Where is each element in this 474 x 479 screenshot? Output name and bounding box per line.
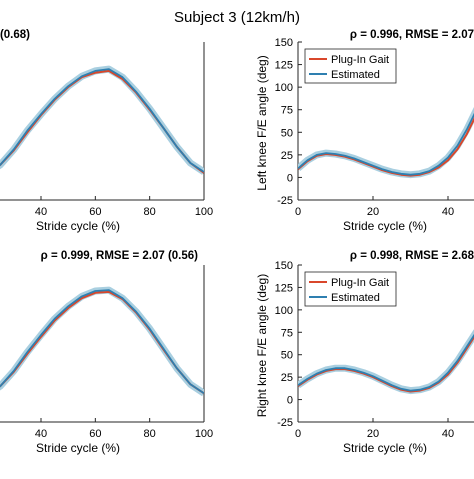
x-axis-label: Stride cycle (%) — [36, 219, 120, 233]
x-tick-label: 40 — [442, 428, 454, 440]
y-tick-label: 100 — [275, 82, 293, 94]
estimated-band — [0, 65, 204, 175]
y-tick-label: 0 — [287, 172, 293, 184]
y-tick-label: 150 — [275, 260, 293, 272]
y-tick-label: 150 — [275, 37, 293, 49]
estimated-band — [298, 106, 474, 179]
y-tick-label: -25 — [277, 195, 293, 207]
x-tick-label: 20 — [367, 428, 379, 440]
stats-label: ρ = 0.998, RMSE = 2.68 (0.68) — [0, 29, 30, 41]
y-tick-label: 0 — [287, 395, 293, 407]
x-tick-label: 0 — [295, 206, 301, 218]
series-line-estimated — [298, 112, 474, 176]
legend-box — [304, 271, 397, 307]
x-tick-label: 60 — [89, 428, 101, 440]
y-tick-label: 75 — [281, 327, 293, 339]
estimated-band — [0, 286, 204, 397]
stats-label: ρ = 0.998, RMSE = 2.68 — [350, 250, 474, 262]
legend-label: Estimated — [331, 292, 380, 304]
legend-label: Estimated — [331, 69, 380, 81]
estimated-band — [298, 329, 474, 395]
x-tick-label: 60 — [89, 206, 101, 218]
x-axis-label: Stride cycle (%) — [343, 219, 427, 233]
y-tick-label: 25 — [281, 150, 293, 162]
plot-area — [298, 106, 474, 179]
y-tick-label: -25 — [277, 417, 293, 429]
x-tick-label: 20 — [367, 206, 379, 218]
right-hip-panel: 40 60 80 100 Stride cycle (%) ρ = 0.999, RMSE… — [0, 250, 213, 455]
x-tick-label: 40 — [35, 206, 47, 218]
x-tick-label: 100 — [195, 206, 213, 218]
y-tick-label: 100 — [275, 305, 293, 317]
x-axis-label: Stride cycle (%) — [343, 441, 427, 455]
x-tick-label: 100 — [195, 428, 213, 440]
y-tick-label: 75 — [281, 105, 293, 117]
legend-box — [304, 48, 397, 84]
x-tick-label: 0 — [295, 428, 301, 440]
y-axis-label: Right knee F/E angle (deg) — [255, 274, 269, 417]
x-tick-label: 40 — [442, 206, 454, 218]
series-line-plug-in-gait — [298, 117, 474, 177]
y-tick-label: 50 — [281, 127, 293, 139]
legend: Plug-In Gait Estimated — [304, 271, 397, 307]
y-axis-label: Left knee F/E angle (deg) — [255, 55, 269, 190]
left-hip-panel: 40 60 80 100 Stride cycle (%) ρ = 0.998, RMSE… — [0, 29, 213, 233]
x-axis-label: Stride cycle (%) — [36, 441, 120, 455]
legend: Plug-In Gait Estimated — [304, 48, 397, 84]
plot-area — [0, 65, 204, 175]
y-tick-label: 25 — [281, 372, 293, 384]
stats-label: ρ = 0.999, RMSE = 2.07 (0.56) — [41, 250, 199, 262]
series-line-estimated — [0, 289, 204, 395]
y-tick-label: 125 — [275, 60, 293, 72]
figure-title: Subject 3 (12km/h) — [174, 9, 300, 26]
legend-label: Plug-In Gait — [331, 54, 389, 66]
series-line-estimated — [0, 68, 204, 173]
plot-area — [0, 286, 204, 397]
x-tick-label: 80 — [144, 206, 156, 218]
legend-label: Plug-In Gait — [331, 277, 389, 289]
series-line-estimated — [298, 333, 474, 392]
y-tick-label: 125 — [275, 282, 293, 294]
x-tick-label: 80 — [144, 428, 156, 440]
plot-area — [298, 329, 474, 395]
y-tick-label: 50 — [281, 350, 293, 362]
stats-label: ρ = 0.996, RMSE = 2.07 — [350, 29, 474, 41]
x-tick-label: 40 — [35, 428, 47, 440]
